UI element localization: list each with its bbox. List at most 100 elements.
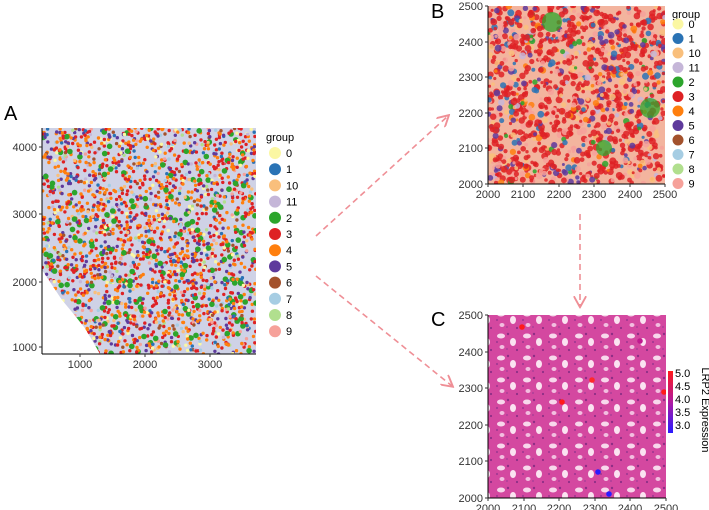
spot	[133, 179, 137, 184]
spot	[111, 231, 115, 236]
spot	[145, 128, 149, 131]
spot	[112, 324, 116, 328]
spot	[119, 186, 123, 190]
spot	[142, 195, 149, 202]
spot	[571, 8, 577, 14]
spot	[555, 62, 559, 66]
spot	[235, 195, 240, 199]
spot	[523, 16, 527, 20]
spot	[137, 238, 141, 242]
spot	[67, 193, 71, 197]
spot	[75, 175, 79, 179]
legend-swatch	[269, 163, 281, 176]
spot	[583, 25, 589, 31]
spot	[543, 55, 549, 61]
spot	[149, 350, 154, 354]
spot	[174, 231, 178, 235]
spot	[623, 153, 628, 158]
spot	[121, 350, 126, 354]
spot	[622, 67, 628, 73]
spot	[182, 262, 189, 269]
spot	[106, 333, 110, 337]
spot	[605, 107, 610, 112]
spot	[96, 273, 100, 277]
spot	[178, 186, 182, 190]
spot	[47, 160, 51, 165]
spot	[208, 318, 213, 322]
spot	[635, 22, 642, 28]
spot	[509, 35, 513, 40]
spot	[172, 294, 177, 298]
spot	[161, 319, 165, 323]
legend-swatch	[269, 260, 281, 273]
spot	[100, 141, 104, 146]
legend-label: 2	[286, 213, 292, 225]
spot	[128, 300, 132, 304]
spot	[117, 195, 122, 199]
spot	[600, 19, 605, 23]
spot	[74, 293, 78, 297]
spot	[603, 14, 610, 20]
spot	[123, 262, 127, 266]
spot	[524, 112, 530, 117]
spot	[532, 162, 537, 167]
spot	[69, 263, 74, 267]
spot	[593, 172, 600, 179]
spot	[71, 216, 78, 222]
spot	[656, 167, 662, 172]
spot	[623, 33, 628, 38]
spot	[121, 332, 125, 336]
spot	[206, 282, 210, 287]
spot	[126, 238, 130, 242]
spot	[202, 291, 206, 296]
spot	[511, 139, 518, 146]
legend-label: 1	[286, 164, 292, 176]
spot	[636, 89, 641, 94]
spot	[615, 172, 623, 179]
spot	[69, 136, 73, 140]
spot	[120, 202, 124, 206]
spot	[494, 173, 498, 177]
spot	[592, 57, 597, 61]
spot	[129, 343, 135, 350]
spot	[160, 158, 164, 162]
spot	[601, 166, 606, 170]
spot	[60, 184, 64, 188]
spot	[623, 37, 630, 44]
spot	[209, 282, 214, 287]
spot	[176, 236, 181, 240]
spot	[127, 273, 132, 277]
spot	[241, 223, 245, 227]
spot	[167, 172, 174, 179]
spot	[141, 161, 145, 165]
spot	[638, 168, 643, 173]
spot	[551, 149, 558, 156]
spot	[240, 341, 244, 346]
spot	[146, 283, 151, 287]
spot	[96, 214, 100, 219]
y-tick-label: 2000	[459, 179, 483, 191]
spot	[156, 311, 160, 315]
spot	[89, 243, 95, 249]
spot	[214, 204, 218, 208]
spot	[220, 158, 224, 163]
spot	[185, 249, 190, 253]
spot	[498, 99, 505, 106]
spot	[245, 280, 249, 285]
spot	[492, 157, 498, 163]
spot	[602, 57, 609, 63]
spot	[206, 241, 210, 246]
spot	[123, 177, 128, 181]
spot	[253, 171, 256, 176]
spot	[234, 317, 238, 321]
spot	[234, 230, 238, 234]
spot	[637, 163, 643, 169]
spot	[596, 163, 603, 169]
spot	[111, 130, 116, 134]
spot	[538, 146, 545, 154]
spot	[129, 219, 133, 223]
spot	[78, 251, 83, 255]
spot	[49, 180, 56, 187]
spot	[545, 162, 551, 167]
